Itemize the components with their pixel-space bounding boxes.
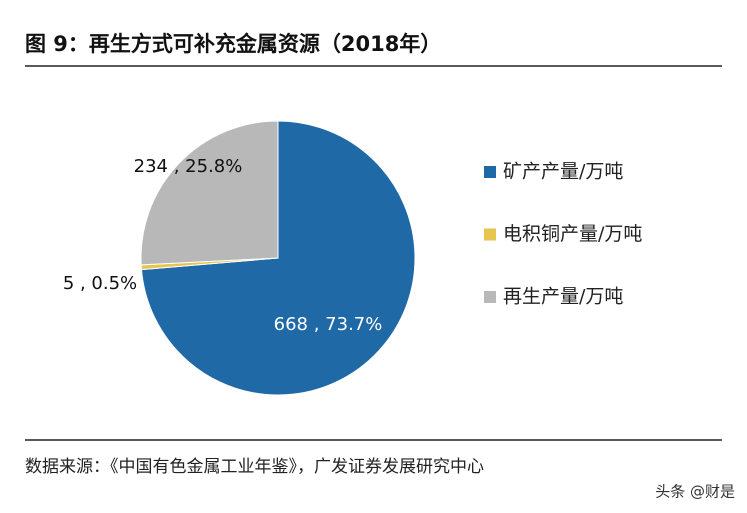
- legend-swatch: [484, 166, 496, 178]
- data-label: 668 , 73.7%: [274, 314, 383, 335]
- watermark: 头条 @财是: [655, 483, 735, 501]
- data-label: 234 , 25.8%: [134, 156, 243, 177]
- legend-label: 再生产量/万吨: [503, 286, 623, 308]
- legend-swatch: [484, 228, 496, 241]
- legend-label: 电积铜产量/万吨: [503, 223, 642, 245]
- legend-swatch: [484, 291, 496, 303]
- legend-label: 矿产产量/万吨: [503, 161, 623, 183]
- data-label: 5 , 0.5%: [63, 273, 137, 294]
- chart-title: 图 9：再生方式可补充金属资源（2018年）: [25, 32, 441, 56]
- source-note: 数据来源：《中国有色金属工业年鉴》，广发证券发展研究中心: [25, 457, 484, 477]
- pie-slice: [140, 120, 279, 266]
